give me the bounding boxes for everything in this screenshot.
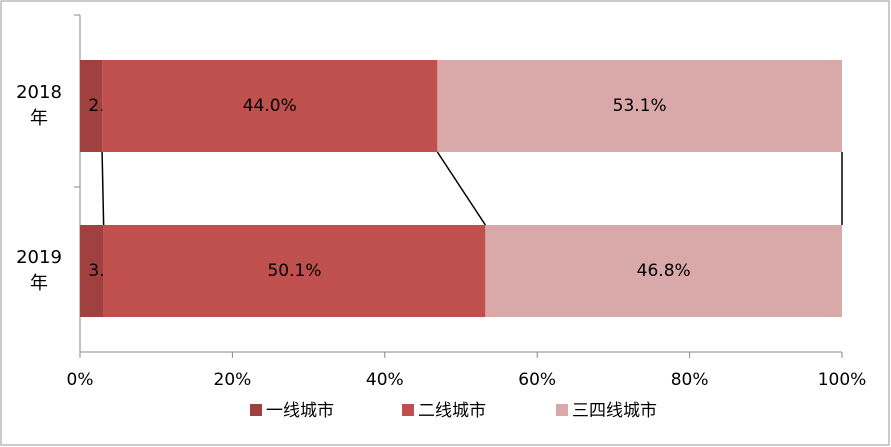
x-tick-label: 40% [366,370,404,390]
y-tick-label: 2019年 [16,247,62,294]
x-tick-label: 100% [818,370,867,390]
x-tick-label: 60% [518,370,556,390]
x-tick-label: 0% [67,370,94,390]
legend-swatch [402,404,414,416]
bar-segment [437,60,842,152]
legend-swatch [556,404,568,416]
bar-segment [80,60,103,152]
legend-label: 三四线城市 [572,401,657,421]
bar-segment [102,60,438,152]
value-label: 50.1% [267,261,321,281]
series-line [101,151,105,226]
x-tick-label: 20% [214,370,252,390]
bar-segment [103,225,486,317]
legend-swatch [250,404,262,416]
x-tick-label: 80% [671,370,709,390]
bar-segment [80,225,104,317]
value-label: 44.0% [243,96,297,116]
legend-label: 一线城市 [266,401,334,421]
series-line [436,151,487,226]
bar-segment [485,225,842,317]
legend-label: 二线城市 [418,401,486,421]
y-tick-label: 2018年 [16,82,62,129]
value-label: 53.1% [613,96,667,116]
value-label: 46.8% [637,261,691,281]
